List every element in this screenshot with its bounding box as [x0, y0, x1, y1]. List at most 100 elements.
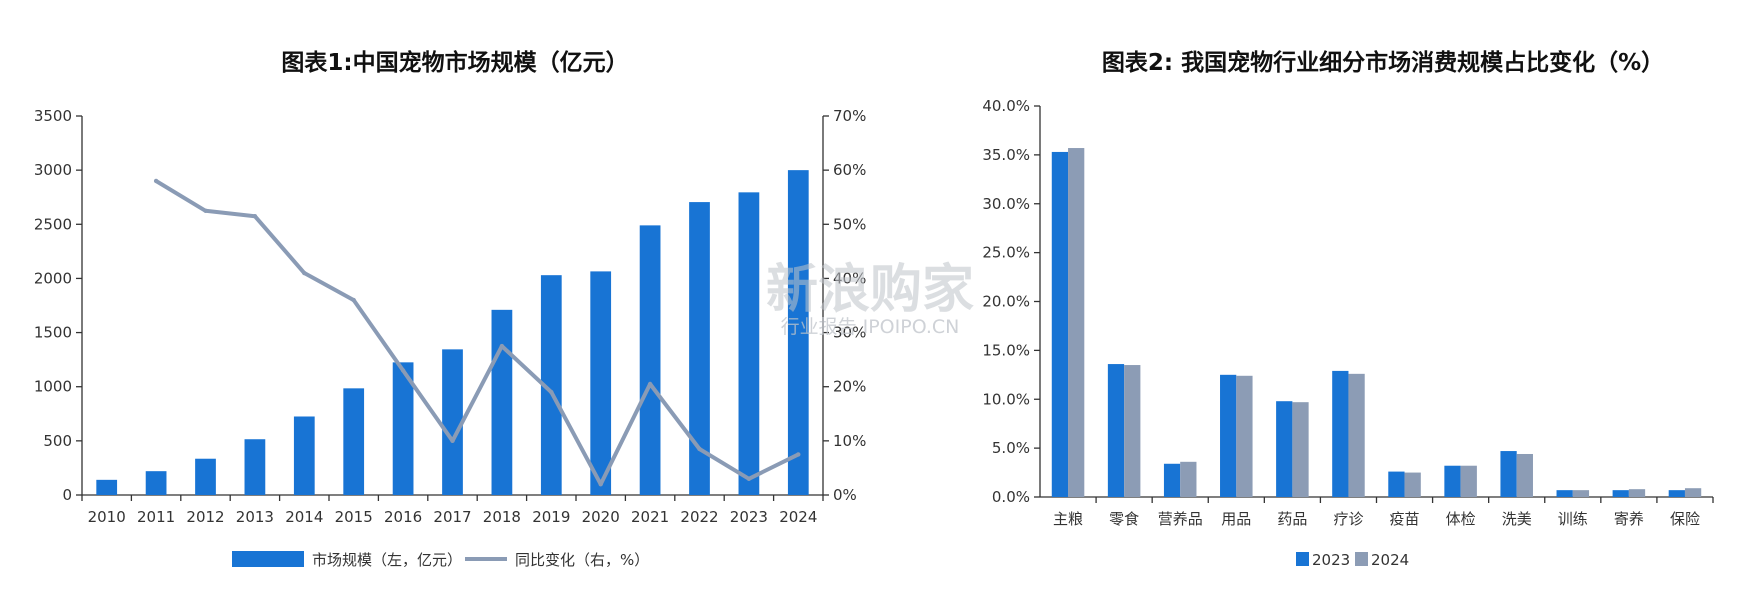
watermark: 新浪购家 行业报告 IPOIPO.CN [766, 260, 974, 338]
right-y-tick-label: 70% [833, 107, 866, 125]
x-tick-label: 2015 [335, 508, 373, 526]
bar-2024-疗诊 [1348, 373, 1365, 497]
y-tick-label: 0.0% [992, 488, 1030, 506]
x-tick-label: 2014 [285, 508, 323, 526]
bar-market-size-2021 [639, 225, 661, 495]
bar-market-size-2012 [195, 458, 216, 495]
bar-market-size-2013 [244, 439, 266, 495]
bar-2024-用品 [1236, 375, 1253, 497]
bar-2024-零食 [1124, 365, 1141, 497]
x-tick-label: 寄养 [1614, 510, 1644, 528]
bar-2024-体检 [1460, 465, 1477, 497]
legend-label-market-size: 市场规模（左，亿元） [312, 551, 462, 569]
chart1-line [153, 178, 801, 487]
bar-2024-训练 [1572, 490, 1590, 497]
yoy-change-line [155, 179, 800, 487]
x-tick-label: 用品 [1221, 510, 1251, 528]
legend-label-2023: 2023 [1312, 551, 1350, 569]
right-y-tick-label: 40% [833, 269, 866, 287]
x-tick-label: 营养品 [1158, 510, 1203, 528]
x-tick-label: 2010 [88, 508, 126, 526]
right-y-tick-label: 60% [833, 161, 866, 179]
y-tick-label: 5.0% [992, 439, 1030, 457]
chart2-axes [1034, 105, 1714, 503]
x-tick-label: 2017 [433, 508, 471, 526]
chart2-tick-labels: 0.0% 5.0% 10.0% 15.0% 20.0% 25.0% 30.0% 35.0% 40… [982, 97, 1700, 528]
left-y-tick-label: 2000 [34, 269, 72, 287]
y-tick-label: 20.0% [982, 293, 1030, 311]
left-y-tick-label: 0 [62, 486, 72, 504]
x-tick-label: 2011 [137, 508, 175, 526]
bar-2023-疗诊 [1332, 370, 1349, 497]
x-tick-label: 2019 [532, 508, 570, 526]
bar-2024-药品 [1292, 402, 1309, 497]
chart2-title: 图表2: 我国宠物行业细分市场消费规模占比变化（%） [1102, 49, 1664, 76]
segment-share-chart: 图表2: 我国宠物行业细分市场消费规模占比变化（%） 0.0% 5.0% 10.0%… [982, 49, 1714, 569]
left-y-tick-label: 1000 [34, 378, 72, 396]
x-tick-label: 2024 [779, 508, 817, 526]
bar-2024-寄养 [1628, 489, 1646, 497]
bar-2023-疫苗 [1388, 471, 1405, 497]
bar-2023-训练 [1556, 490, 1573, 497]
legend-swatch-2024 [1355, 552, 1368, 566]
bar-2024-营养品 [1180, 461, 1197, 497]
bar-2024-疫苗 [1404, 472, 1421, 497]
x-tick-label: 疫苗 [1390, 510, 1420, 528]
bar-market-size-2011 [145, 471, 167, 495]
x-tick-label: 2016 [384, 508, 422, 526]
y-tick-label: 10.0% [982, 390, 1030, 408]
right-y-tick-label: 10% [833, 432, 866, 450]
watermark-sub-text: 行业报告 IPOIPO.CN [781, 316, 960, 338]
bar-2023-用品 [1220, 374, 1237, 497]
x-tick-label: 2013 [236, 508, 274, 526]
y-tick-label: 15.0% [982, 341, 1030, 359]
bar-2023-药品 [1276, 401, 1293, 497]
bar-2023-营养品 [1163, 463, 1181, 497]
x-tick-label: 保险 [1670, 510, 1700, 528]
left-y-tick-label: 2500 [34, 215, 72, 233]
bar-market-size-2019 [540, 275, 562, 495]
y-tick-label: 25.0% [982, 244, 1030, 262]
legend-swatch-2023 [1296, 552, 1309, 566]
bar-market-size-2016 [392, 362, 414, 495]
market-size-chart: 图表1:中国宠物市场规模（亿元） 0 500 1000 1500 2000 2500 300… [34, 49, 867, 569]
legend-label-yoy-change: 同比变化（右，%） [515, 551, 649, 569]
bar-market-size-2018 [491, 309, 513, 495]
left-y-tick-label: 3500 [34, 107, 72, 125]
chart1-title: 图表1:中国宠物市场规模（亿元） [281, 49, 628, 76]
left-y-tick-label: 3000 [34, 161, 72, 179]
y-tick-label: 35.0% [982, 146, 1030, 164]
bar-market-size-2014 [293, 416, 315, 495]
x-tick-label: 2018 [483, 508, 521, 526]
x-tick-label: 训练 [1558, 510, 1588, 528]
left-y-tick-label: 500 [43, 432, 72, 450]
bar-market-size-2022 [689, 202, 710, 495]
right-y-tick-label: 30% [833, 324, 866, 342]
y-tick-label: 40.0% [982, 97, 1030, 115]
x-tick-label: 药品 [1277, 510, 1307, 528]
chart2-legend: 2023 2024 [1296, 551, 1409, 569]
bar-market-size-2024 [787, 170, 809, 495]
legend-label-2024: 2024 [1371, 551, 1409, 569]
x-tick-label: 2023 [730, 508, 768, 526]
x-tick-label: 洗美 [1502, 510, 1532, 528]
right-y-tick-label: 0% [833, 486, 857, 504]
x-tick-label: 零食 [1109, 510, 1139, 528]
legend-swatch-market-size [232, 551, 304, 567]
right-y-tick-label: 50% [833, 215, 866, 233]
bar-market-size-2015 [343, 388, 365, 495]
left-y-tick-label: 1500 [34, 324, 72, 342]
y-tick-label: 30.0% [982, 195, 1030, 213]
x-tick-label: 2022 [680, 508, 718, 526]
bar-market-size-2010 [96, 479, 118, 495]
bar-2023-洗美 [1500, 451, 1517, 497]
x-tick-label: 疗诊 [1333, 510, 1363, 528]
bar-2023-保险 [1668, 490, 1685, 497]
x-tick-label: 主粮 [1053, 510, 1083, 528]
chart2-bars [1051, 148, 1702, 497]
watermark-main-text: 新浪购家 [766, 260, 974, 320]
bar-2023-零食 [1107, 364, 1125, 497]
bar-market-size-2017 [442, 349, 463, 495]
x-tick-label: 2020 [582, 508, 620, 526]
